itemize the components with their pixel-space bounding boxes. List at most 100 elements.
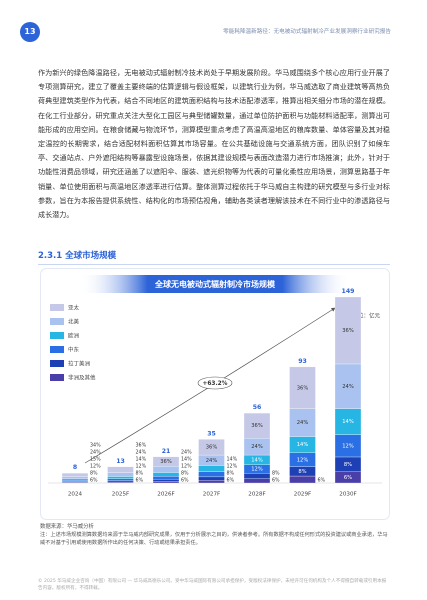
segment-label: 24% <box>251 444 263 450</box>
x-tick-label: 2030F <box>339 492 356 498</box>
cagr-bubble <box>197 376 233 390</box>
section-heading: 2.3.1 全球市场规模 <box>38 251 117 261</box>
bar-segment <box>152 479 180 482</box>
bar-segment <box>198 480 225 484</box>
legend-swatch <box>50 318 64 325</box>
total-label: 35 <box>207 430 216 437</box>
segment-label: 24% <box>297 420 309 426</box>
x-tick-label: 2024 <box>68 492 83 498</box>
segment-label: 6% <box>90 478 98 484</box>
legend-swatch <box>50 360 64 367</box>
segment-label: 8% <box>344 462 352 468</box>
segment-label: 12% <box>297 457 309 463</box>
segment-label: 36% <box>297 385 309 391</box>
segment-label: 8% <box>272 471 280 477</box>
segment-label: 8% <box>90 471 98 477</box>
segment-label: 6% <box>318 478 326 484</box>
segment-label: 6% <box>344 475 352 481</box>
segment-label: 15% <box>90 457 101 463</box>
page-number: 13 <box>20 22 40 42</box>
note: 注：上述市场规模测算数据均来源于华马威内部研究成果，仅用于分析展示之目的，供读者… <box>40 532 388 546</box>
total-label: 149 <box>342 288 355 295</box>
segment-label: 36% <box>206 445 218 451</box>
bar-segment <box>152 472 180 477</box>
segment-label: 14% <box>227 457 238 463</box>
bar-segment <box>334 296 362 365</box>
bar-segment <box>152 481 180 484</box>
bar-segment <box>289 408 316 437</box>
segment-label: 12% <box>136 464 147 470</box>
footer: © 2025 华马威企业咨询（中国）有限公司 — 华马威高德乐公司。受中华马威国… <box>38 579 387 591</box>
bar-segment <box>289 475 316 484</box>
header-title: 零能耗降温新路径：无电被动式辐射制冷产业发展洞察行业研究报告 <box>223 29 391 35</box>
segment-label: 6% <box>136 478 144 484</box>
segment-label: 14% <box>251 457 263 463</box>
bar-segment <box>61 472 89 477</box>
bar-segment <box>243 473 271 479</box>
legend-swatch <box>50 332 64 339</box>
chart-title: 全球无电被动式辐射制冷市场规模 <box>154 279 276 289</box>
bar-segment <box>61 478 89 481</box>
bar-segment <box>107 466 134 473</box>
segment-label: 24% <box>342 384 354 390</box>
legend-label: 非洲及其他 <box>68 374 96 382</box>
bar-segment <box>107 476 134 479</box>
bar-segment <box>107 472 134 477</box>
segment-label: 12% <box>90 464 101 470</box>
segment-label: 8% <box>136 471 144 477</box>
bar-segment <box>289 366 316 409</box>
cagr-label: +63.2% <box>203 381 228 387</box>
bar-segment <box>198 471 225 478</box>
bar-segment <box>198 476 225 481</box>
segment-label: 34% <box>90 443 101 449</box>
unit-label: 单位：亿元 <box>352 312 380 320</box>
legend-swatch <box>50 304 64 311</box>
legend-label: 中东 <box>68 346 80 354</box>
segment-label: 8% <box>298 469 306 475</box>
x-tick-label: 2026F <box>157 492 174 498</box>
segment-label: 12% <box>342 443 354 449</box>
x-tick-label: 2025F <box>112 492 129 498</box>
segment-label: 24% <box>206 458 218 464</box>
segment-label: 8% <box>181 471 189 477</box>
bar-segment <box>152 476 180 480</box>
chart: 全球无电被动式辐射制冷市场规模 单位：亿元 +63.2% 亚太北美欧洲中东拉丁美… <box>40 268 390 520</box>
title-banner <box>80 275 350 293</box>
total-label: 8 <box>73 464 77 471</box>
segment-label: 12% <box>251 467 263 473</box>
bar-segment <box>243 478 271 484</box>
segment-label: 6% <box>227 478 235 484</box>
segment-label: 24% <box>136 450 147 456</box>
x-tick-label: 2029F <box>294 492 311 498</box>
legend-label: 北美 <box>68 318 80 326</box>
x-tick-label: 2028F <box>248 492 265 498</box>
segment-label: 6% <box>272 478 280 484</box>
bar-segment <box>152 456 180 467</box>
bar-segment <box>198 439 225 456</box>
total-label: 13 <box>116 458 125 465</box>
x-tick-label: 2027F <box>203 492 220 498</box>
total-label: 56 <box>253 404 262 411</box>
section-rule <box>38 264 390 265</box>
segment-label: 24% <box>90 450 101 456</box>
bar-segment <box>334 408 362 435</box>
segment-label: 12% <box>227 464 238 470</box>
segment-label: 36% <box>160 459 172 465</box>
legend-swatch <box>50 346 64 353</box>
segment-label: 36% <box>251 423 263 429</box>
segment-label: 36% <box>342 328 354 334</box>
legend-swatch <box>50 374 64 381</box>
segment-label: 24% <box>181 450 192 456</box>
segment-label: 12% <box>181 464 192 470</box>
segment-label: 14% <box>136 457 147 463</box>
legend-label: 亚太 <box>68 304 80 312</box>
total-label: 21 <box>162 448 171 455</box>
segment-label: 8% <box>227 471 235 477</box>
bar-segment <box>334 363 362 409</box>
total-label: 93 <box>298 358 307 365</box>
bar-segment <box>152 466 180 473</box>
bar-segment <box>61 476 89 480</box>
body-paragraph: 作为新兴的绿色降温路径，无电被动式辐射制冷技术尚处于早期发展阶段。华马威围绕多个… <box>38 68 390 220</box>
bar-segment <box>61 480 89 482</box>
